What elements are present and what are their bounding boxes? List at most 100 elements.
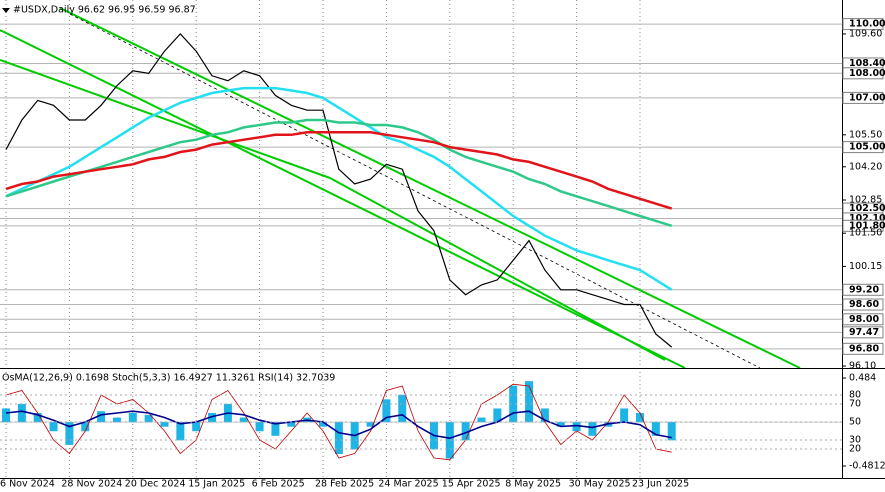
osma-bar [112,417,121,423]
level-label: 98.00 [849,314,879,325]
y2-tick-label: 30 [849,435,861,446]
osma-bar [239,417,248,423]
osma-bar [588,422,597,436]
chart-title: #USDX,Daily 96.62 96.95 96.59 96.87 [13,5,196,16]
channel-line [0,59,331,179]
level-label-box [842,342,884,355]
level-label: 97.47 [849,327,879,338]
channel-line [0,29,686,369]
level-label: 105.00 [849,142,885,153]
osma-bar [620,408,629,423]
osma-bar [398,394,407,423]
level-label-box [842,141,884,154]
osma-bar [445,422,454,459]
level-label-box [842,313,884,326]
osma-bar [49,422,58,432]
y-tick-label: 102.85 [849,194,882,205]
osma-bar [477,417,486,423]
level-label: 99.20 [849,284,879,295]
moving-average [5,86,673,291]
osma-bar [208,413,217,423]
osma-bar [287,422,296,427]
oscillator-line [5,410,672,440]
y-tick-label: 96.10 [849,361,876,372]
level-label-box [842,18,884,31]
moving-average [5,118,673,227]
osma-bar [97,411,106,423]
level-label: 107.00 [849,92,885,103]
level-label: 98.60 [849,299,879,310]
x-tick-label: 28 Feb 2025 [315,479,374,490]
level-label-box [842,326,884,339]
osma-bar [2,408,10,423]
y2-tick-label: 20 [849,444,861,455]
osma-bar [176,422,185,441]
y-tick-label: 100.15 [849,261,882,272]
price-line [5,33,673,348]
x-tick-label: 20 Dec 2024 [125,479,186,490]
osma-bar [17,403,26,423]
osma-bar [636,413,644,423]
y2-tick-label: 50 [849,417,861,428]
x-tick-label: 15 Jan 2025 [188,479,245,490]
osma-bar [509,385,518,423]
x-tick-label: 15 Apr 2025 [442,479,501,490]
level-label: 101.80 [849,220,885,231]
x-tick-label: 24 Mar 2025 [378,479,438,490]
y-tick-label: 105.50 [849,129,882,140]
moving-average [5,131,673,210]
osma-bar [382,399,391,423]
level-label: 102.10 [849,213,885,224]
channel-line [329,177,666,361]
level-label: 108.40 [849,58,885,69]
osma-bar [334,422,343,455]
osma-bar [414,422,423,423]
y-tick-label: -0.4812 [849,460,885,471]
menu-icon[interactable] [2,8,10,13]
osma-bar [33,413,42,423]
osma-bar [525,381,534,423]
level-label-box [842,298,884,311]
y-tick-label: 104.20 [849,161,882,172]
x-tick-label: 23 Jun 2025 [632,479,689,490]
x-tick-label: 28 Nov 2024 [61,479,122,490]
x-tick-label: 30 May 2025 [569,479,631,490]
level-label: 108.00 [849,68,885,79]
y2-tick-label: 80 [849,390,861,401]
level-label: 96.80 [849,343,879,354]
osma-bar [81,422,90,432]
osma-bar [65,422,74,445]
osma-bar [319,422,327,427]
osma-bar [651,422,660,436]
osma-bar [366,422,375,427]
x-tick-label: 6 Nov 2024 [0,479,55,490]
x-tick-label: 8 May 2025 [505,479,561,490]
osma-bar [667,422,676,441]
x-tick-label: 6 Feb 2025 [252,479,305,490]
y-tick-label: 101.50 [849,228,882,239]
osma-bar [493,408,502,423]
level-label: 110.00 [849,19,885,30]
osma-bar [271,422,280,436]
indicator-title: OsMA(12,26,9) 0.1698 Stoch(5,3,3) 16.492… [2,373,335,384]
y-tick-label: 109.60 [849,28,882,39]
channel-line [59,7,801,369]
osma-bar [128,413,137,423]
osma-bar [572,422,581,432]
level-label-box [842,67,884,80]
level-label-box [842,283,884,296]
osma-bar [540,408,549,423]
level-label-box [842,219,884,232]
y-tick-label: 0.484 [849,373,876,384]
level-label: 102.50 [849,203,885,214]
osma-bar [461,422,470,441]
osma-bar [556,422,565,427]
osma-bar [144,414,153,423]
osma-bar [160,422,169,427]
level-label-box [842,91,884,104]
y2-tick-label: 70 [849,399,861,410]
osma-bar [192,422,201,432]
osma-bar [255,422,264,432]
